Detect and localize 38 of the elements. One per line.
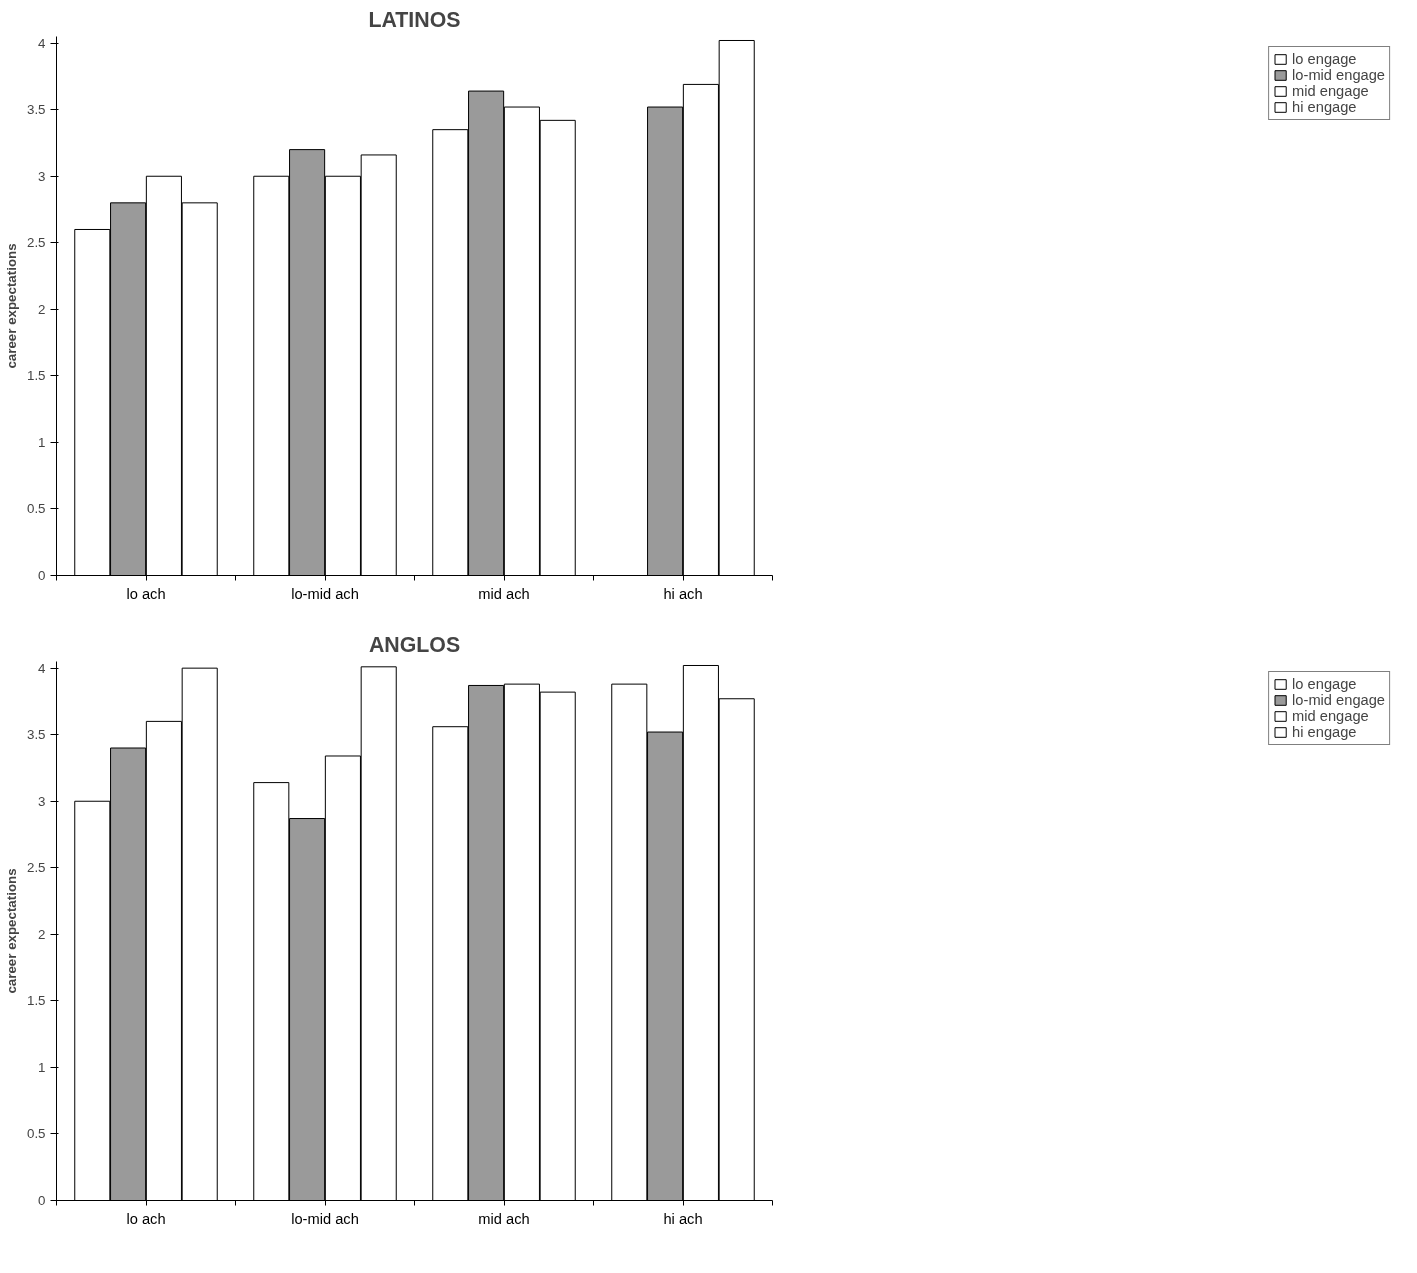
legend-label: mid engage	[1292, 708, 1369, 724]
y-tick-label: 4	[38, 660, 47, 676]
x-tick-label: hi ach	[663, 1210, 703, 1227]
x-tick-label: mid ach	[478, 1210, 530, 1227]
y-tick-label: 0.5	[26, 1126, 46, 1142]
y-tick-label: 2	[38, 301, 46, 317]
y-tick-label: 3	[38, 168, 46, 184]
y-tick-label: 1.5	[26, 993, 46, 1009]
y-tick-label: 2.5	[26, 235, 46, 251]
x-tick-label: hi ach	[663, 585, 703, 602]
y-axis-title: career expectations	[3, 868, 19, 994]
y-tick-label: 3.5	[26, 727, 46, 743]
x-tick-label: lo-mid ach	[291, 585, 359, 602]
y-tick-label: 3.5	[26, 102, 46, 118]
y-tick-label: 0	[38, 568, 46, 583]
y-tick-label: 1	[38, 1059, 46, 1075]
y-tick-label: 0	[38, 1193, 46, 1208]
legend-label: lo-mid engage	[1292, 67, 1385, 83]
x-tick-label: lo ach	[126, 1210, 166, 1227]
chart-title: LATINOS	[368, 7, 461, 32]
y-tick-label: 3	[38, 793, 46, 809]
x-tick-label: lo ach	[126, 585, 166, 602]
legend-label: hi engage	[1292, 724, 1357, 740]
y-tick-label: 1	[38, 434, 46, 450]
legend-label: mid engage	[1292, 83, 1369, 99]
legend-label: hi engage	[1292, 99, 1357, 115]
y-axis-title: career expectations	[3, 243, 19, 369]
x-tick-label: lo-mid ach	[291, 1210, 359, 1227]
y-tick-label: 0.5	[26, 501, 46, 517]
y-tick-label: 1.5	[26, 368, 46, 384]
y-tick-label: 4	[38, 35, 47, 51]
legend-label: lo engage	[1292, 676, 1357, 692]
chart-title: ANGLOS	[368, 632, 461, 657]
legend-label: lo-mid engage	[1292, 692, 1385, 708]
y-tick-label: 2	[38, 926, 46, 942]
y-tick-label: 2.5	[26, 860, 46, 876]
legend-label: lo engage	[1292, 51, 1357, 67]
x-tick-label: mid ach	[478, 585, 530, 602]
